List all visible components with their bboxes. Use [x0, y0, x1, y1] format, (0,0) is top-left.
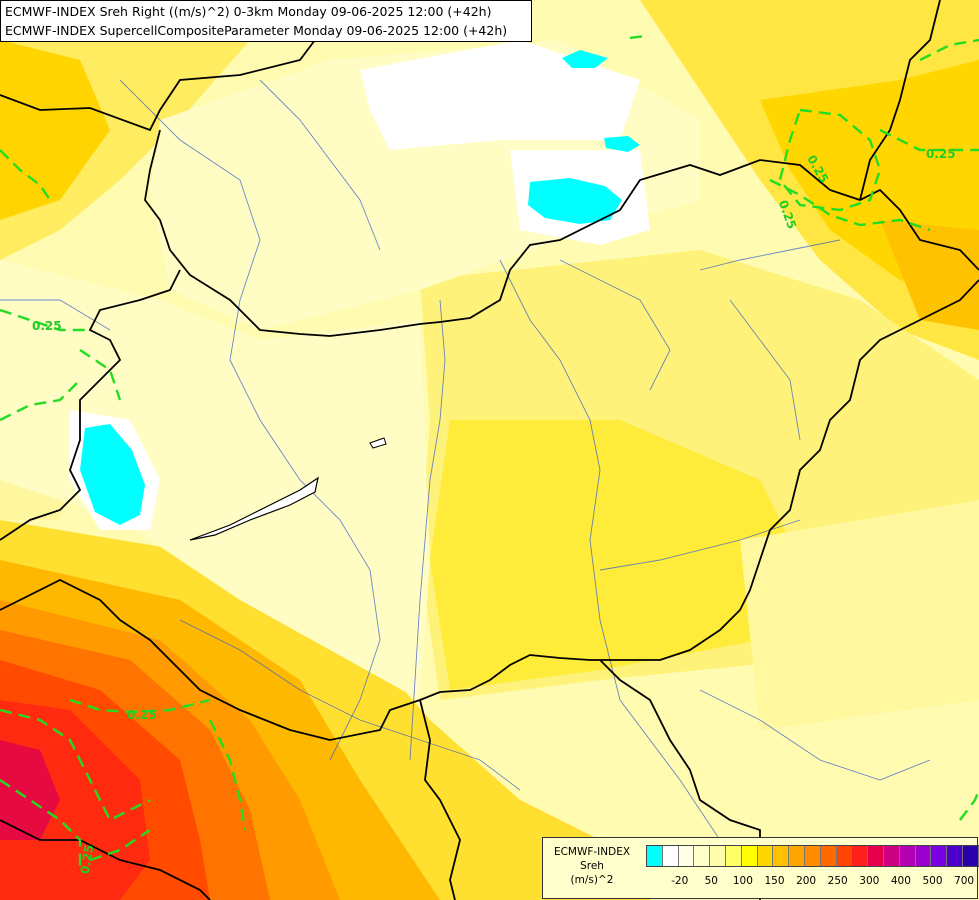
- rivers: [0, 79, 931, 841]
- contour-label: 0.25: [127, 708, 157, 722]
- legend-title: ECMWF-INDEX Sreh (m/s)^2: [549, 845, 635, 887]
- legend-swatch: [678, 846, 695, 866]
- legend-swatch: [741, 846, 758, 866]
- legend-swatch: [899, 846, 916, 866]
- legend-title-line1: ECMWF-INDEX: [553, 846, 631, 858]
- legend-tick-label: 100: [732, 875, 753, 887]
- legend-title-line3: (m/s)^2: [570, 874, 614, 886]
- map-title-line2: ECMWF-INDEX SupercellCompositeParameter …: [5, 23, 508, 38]
- legend-swatch: [820, 846, 837, 866]
- legend-swatch: [947, 846, 963, 866]
- legend-swatch: [710, 846, 726, 866]
- legend-swatch: [694, 846, 711, 866]
- legend-swatch: [773, 846, 790, 866]
- legend-swatch: [757, 846, 774, 866]
- legend-swatches: [646, 845, 979, 867]
- legend-tick-label: 500: [922, 875, 943, 887]
- legend-tick-label: 700: [954, 875, 975, 887]
- legend-tick-label: 400: [890, 875, 911, 887]
- legend-swatch: [931, 846, 948, 866]
- legend-tick-label: 200: [796, 875, 817, 887]
- legend-swatch: [804, 846, 821, 866]
- lake-small: [369, 437, 387, 449]
- legend-swatch: [852, 846, 869, 866]
- negative-sreh-areas: [80, 50, 640, 525]
- color-legend: ECMWF-INDEX Sreh (m/s)^2 -20 50 100 150 200 2…: [542, 837, 979, 899]
- legend-swatch: [836, 846, 853, 866]
- scp-contours: [0, 34, 979, 870]
- legend-title-line2: Sreh: [580, 860, 604, 872]
- contour-label: 0.25: [78, 844, 97, 876]
- legend-swatch: [789, 846, 805, 866]
- legend-swatch: [883, 846, 900, 866]
- legend-tick-label: 150: [764, 875, 785, 887]
- legend-tick-label: 250: [827, 875, 848, 887]
- legend-swatch: [962, 846, 979, 866]
- lake-balaton: [189, 476, 319, 541]
- contour-label: 0.25: [926, 147, 956, 161]
- legend-swatch: [662, 846, 679, 866]
- legend-tick-label: -20: [671, 875, 689, 887]
- legend-tick-label: 300: [859, 875, 880, 887]
- legend-tick-label: 50: [704, 875, 718, 887]
- legend-swatch: [915, 846, 932, 866]
- contour-label: 0.25: [32, 319, 62, 333]
- legend-ticks: -20 50 100 150 200 250 300 400 500 700: [646, 875, 976, 889]
- legend-swatch: [647, 846, 663, 866]
- map-title-box: ECMWF-INDEX Sreh Right ((m/s)^2) 0-3km M…: [0, 0, 532, 42]
- legend-swatch: [725, 846, 742, 866]
- map-title-line1: ECMWF-INDEX Sreh Right ((m/s)^2) 0-3km M…: [5, 4, 492, 19]
- legend-swatch: [868, 846, 884, 866]
